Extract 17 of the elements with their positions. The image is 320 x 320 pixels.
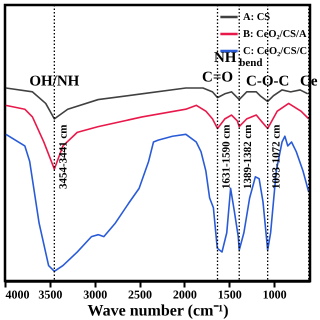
legend-label: B: CeO₂/CS/A [243,29,307,40]
x-tick-label: 2500 [128,288,152,302]
ref-line-label: 1389-1382 cm [242,124,254,190]
annotation: C-O-C [246,73,290,90]
x-tick-label: 3500 [38,288,62,302]
ref-line-label: 3454-3441 cm [57,124,70,190]
x-tick-label: 1500 [218,288,242,302]
x-tick-label: 4000 [6,288,30,302]
legend-label: C: CeO₂/CS/C [243,46,308,57]
x-tick-label: 1000 [262,288,287,302]
annotation: C=O [202,69,234,86]
x-tick-label: 3000 [83,288,108,302]
x-tick-label: 2000 [172,288,197,302]
ref-line-label: 1093-1072 cm [270,124,283,190]
annotation: OH/NH [29,73,80,90]
ref-line-label: 1631-1590 cm [220,124,233,190]
x-axis-title: Wave number (cm⁻¹) [87,302,229,320]
